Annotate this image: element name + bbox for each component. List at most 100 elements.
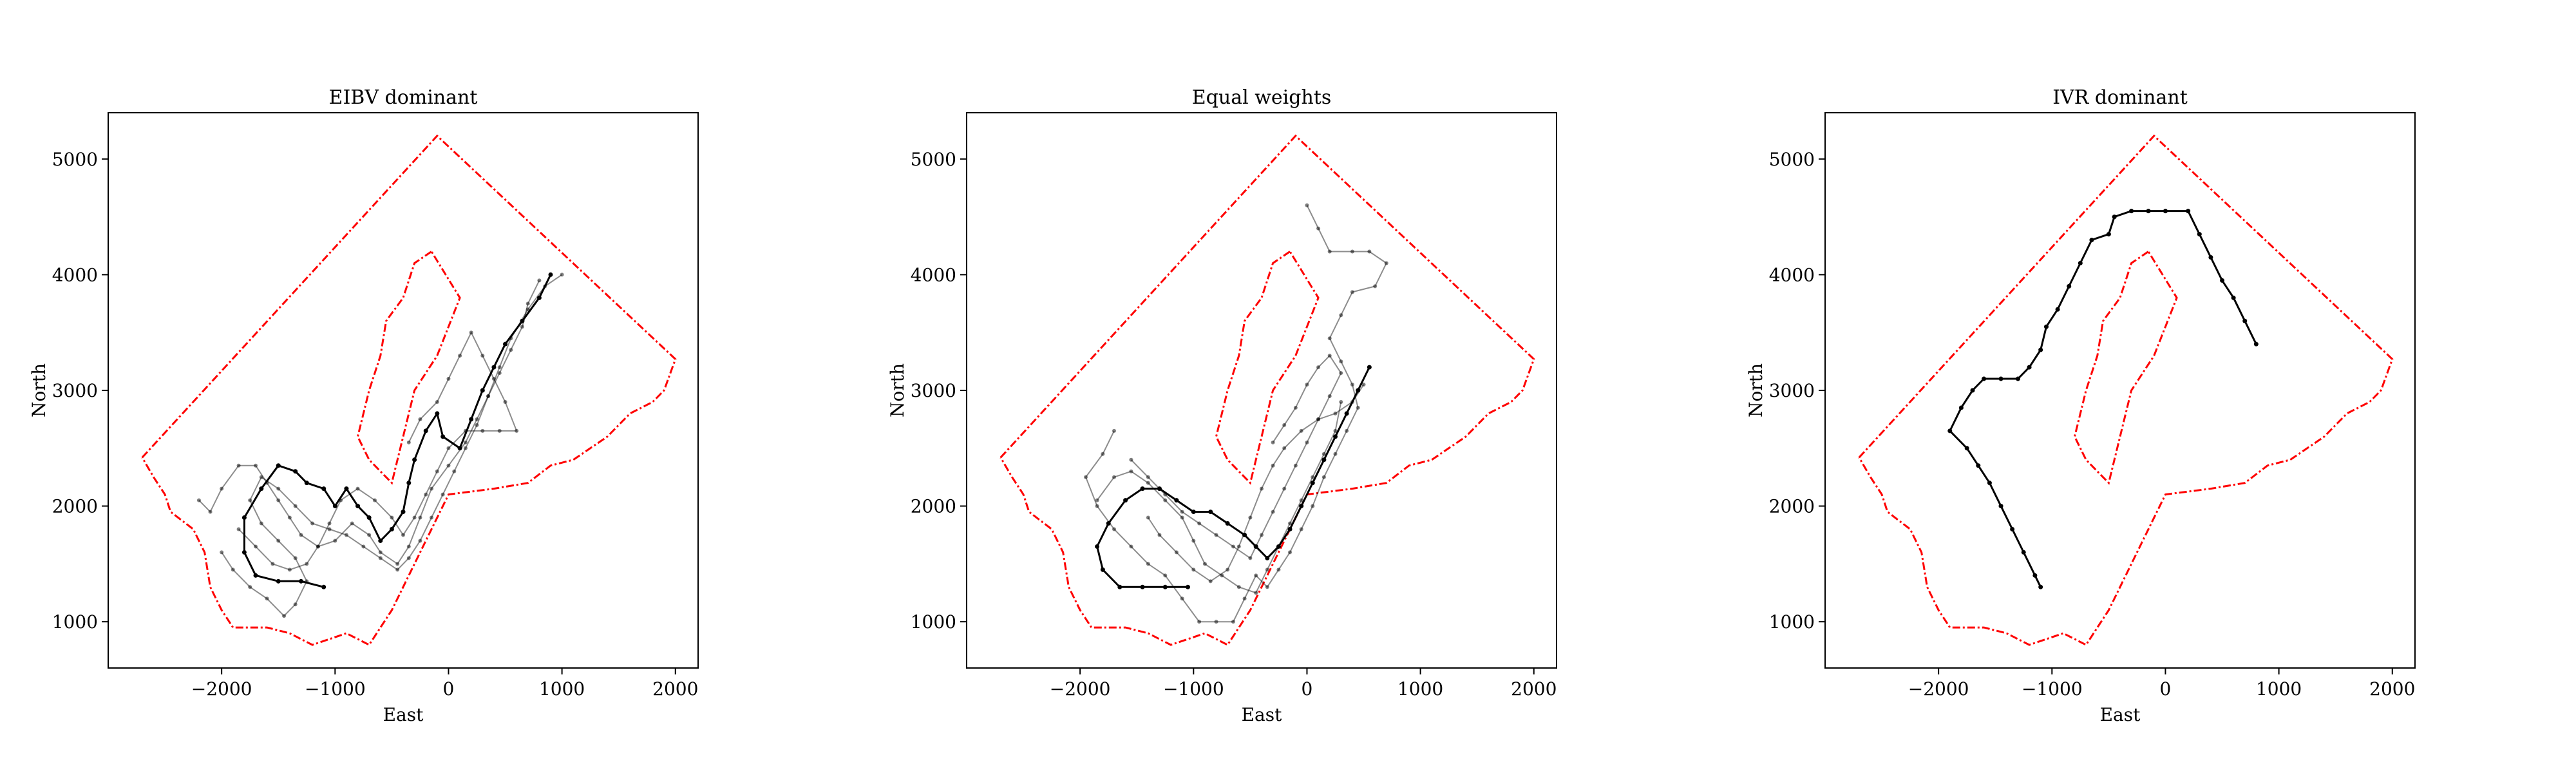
y-tick-label: 4000 bbox=[1769, 264, 1815, 285]
waypoint bbox=[367, 533, 372, 537]
waypoint bbox=[1163, 498, 1168, 502]
waypoint bbox=[1339, 313, 1343, 318]
x-tick-label: 1000 bbox=[1397, 678, 1443, 700]
waypoint bbox=[298, 578, 303, 584]
waypoint bbox=[497, 365, 502, 370]
waypoint bbox=[248, 498, 252, 502]
waypoint bbox=[236, 463, 241, 468]
waypoint bbox=[287, 568, 292, 572]
waypoint bbox=[1265, 568, 1269, 572]
waypoint bbox=[1333, 452, 1338, 456]
waypoint bbox=[1180, 596, 1184, 601]
waypoint bbox=[1248, 515, 1253, 520]
trajectory-line-1 bbox=[1096, 367, 1370, 588]
waypoint bbox=[366, 515, 372, 520]
y-tick-label: 4000 bbox=[911, 264, 956, 285]
waypoint bbox=[276, 578, 281, 584]
waypoint bbox=[1231, 620, 1235, 624]
waypoint bbox=[1129, 544, 1133, 549]
waypoint bbox=[196, 498, 201, 502]
waypoint bbox=[1129, 457, 1133, 462]
waypoint bbox=[344, 486, 349, 491]
waypoint bbox=[1095, 504, 1099, 508]
waypoint bbox=[316, 544, 320, 549]
waypoint bbox=[457, 446, 462, 451]
panel-eibv-dominant: EIBV dominant −2000 −1000 0 1000 2000 1000 2000… bbox=[0, 0, 858, 773]
waypoint bbox=[259, 486, 264, 491]
waypoint bbox=[406, 556, 411, 560]
waypoint bbox=[1231, 544, 1235, 549]
x-tick-label: −1000 bbox=[305, 678, 366, 700]
waypoint bbox=[2015, 376, 2020, 381]
waypoint bbox=[463, 446, 468, 450]
waypoint bbox=[440, 434, 446, 439]
waypoint bbox=[220, 550, 224, 555]
waypoint bbox=[2089, 238, 2094, 243]
waypoint bbox=[2186, 209, 2191, 214]
waypoint bbox=[418, 515, 422, 520]
outer-boundary-line bbox=[1858, 134, 2394, 647]
waypoint bbox=[1310, 481, 1315, 486]
waypoint bbox=[389, 527, 394, 531]
x-tick-label: −2000 bbox=[1050, 678, 1111, 700]
waypoint bbox=[1271, 440, 1275, 444]
waypoint bbox=[475, 417, 479, 421]
waypoint bbox=[1288, 521, 1293, 526]
waypoint bbox=[1327, 336, 1332, 341]
waypoint bbox=[418, 417, 422, 421]
waypoint bbox=[1333, 411, 1338, 415]
waypoint bbox=[520, 318, 525, 323]
plot-area bbox=[999, 134, 1535, 647]
y-tick-label: 5000 bbox=[1769, 149, 1815, 170]
waypoint bbox=[265, 596, 269, 601]
waypoint bbox=[242, 515, 247, 520]
waypoint bbox=[1299, 527, 1303, 531]
waypoint bbox=[503, 399, 507, 404]
waypoint bbox=[1146, 515, 1150, 520]
waypoint bbox=[1316, 417, 1321, 421]
waypoint bbox=[2242, 318, 2248, 323]
waypoint bbox=[1305, 440, 1309, 444]
waypoint bbox=[480, 428, 485, 433]
waypoint bbox=[293, 469, 298, 474]
waypoint bbox=[1356, 405, 1360, 410]
waypoint bbox=[293, 504, 298, 508]
waypoint bbox=[1112, 475, 1116, 479]
panel-ivr-dominant: IVR dominant −2000 −1000 0 1000 2000 1000 2000 3… bbox=[1717, 0, 2575, 773]
x-tick-label: 1000 bbox=[539, 678, 585, 700]
waypoint bbox=[475, 423, 479, 427]
waypoint bbox=[1191, 510, 1196, 515]
waypoint bbox=[2106, 232, 2111, 237]
waypoint bbox=[509, 348, 513, 352]
waypoint bbox=[430, 486, 434, 491]
waypoint bbox=[1333, 428, 1338, 433]
waypoint bbox=[231, 568, 235, 572]
waypoint bbox=[259, 521, 263, 526]
waypoint bbox=[242, 549, 247, 555]
y-tick-label: 2000 bbox=[1769, 496, 1815, 517]
waypoint bbox=[536, 295, 542, 300]
waypoint bbox=[1293, 463, 1298, 468]
trajectory-line-2 bbox=[1084, 205, 1388, 623]
waypoint bbox=[469, 330, 473, 335]
waypoint bbox=[327, 521, 332, 526]
waypoint bbox=[276, 498, 281, 502]
waypoint bbox=[1112, 428, 1116, 433]
waypoint bbox=[1276, 544, 1281, 549]
waypoint bbox=[2208, 254, 2213, 260]
waypoint bbox=[2032, 573, 2038, 578]
waypoint bbox=[1293, 405, 1298, 410]
waypoint bbox=[1253, 544, 1258, 549]
waypoint bbox=[390, 515, 394, 520]
waypoint bbox=[254, 544, 258, 549]
waypoint bbox=[440, 492, 445, 497]
waypoint bbox=[1311, 504, 1315, 508]
waypoint bbox=[2010, 527, 2015, 531]
waypoint bbox=[1333, 434, 1338, 439]
waypoint bbox=[1321, 452, 1326, 456]
trajectory-line-3 bbox=[1130, 354, 1342, 559]
waypoint bbox=[2146, 209, 2151, 214]
x-tick-label: −2000 bbox=[191, 678, 252, 700]
waypoint bbox=[503, 341, 508, 347]
waypoint bbox=[497, 371, 502, 376]
